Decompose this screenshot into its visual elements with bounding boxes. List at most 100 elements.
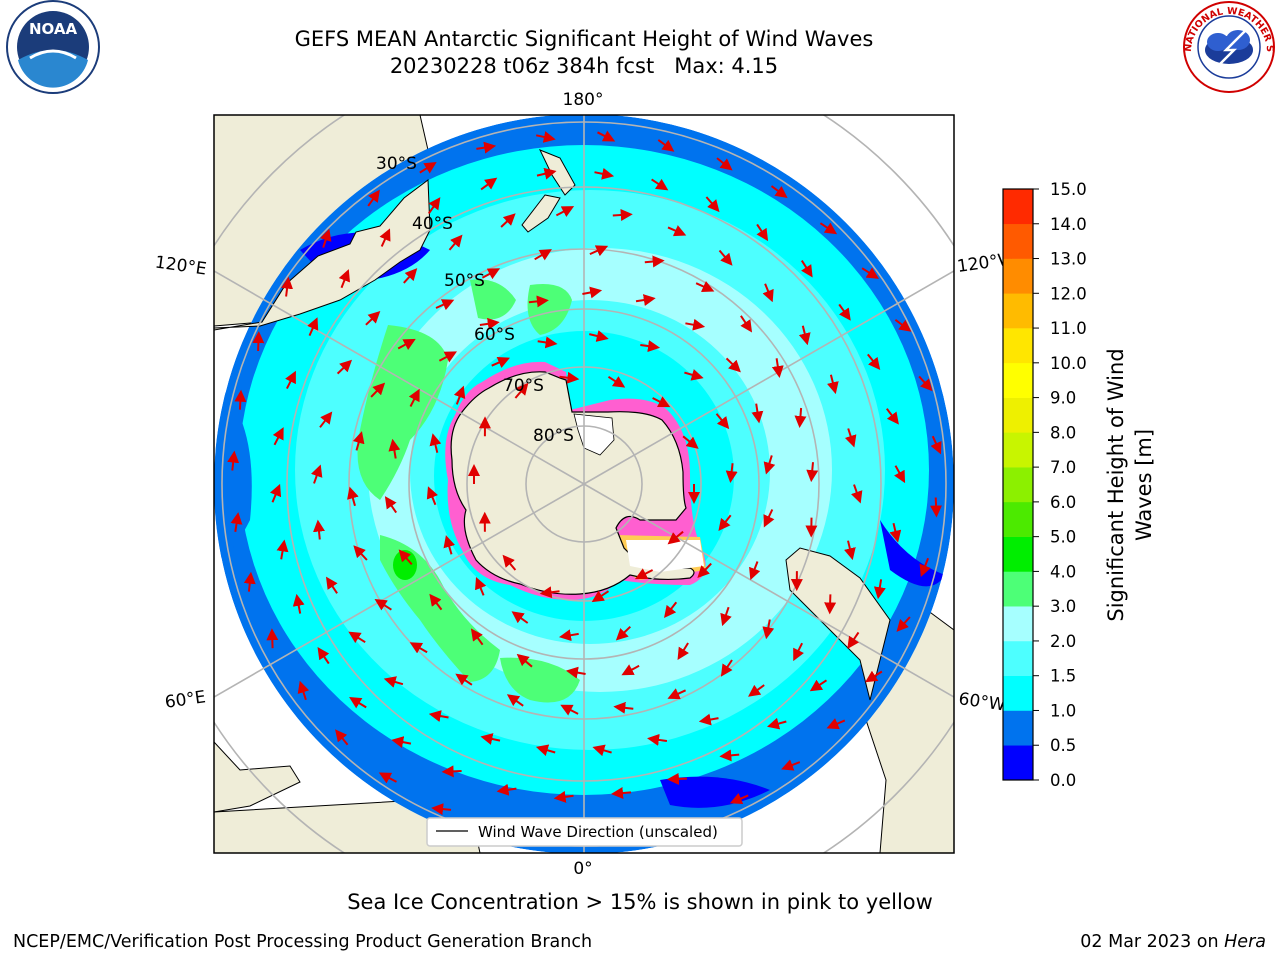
wind-wave-arrow <box>319 411 333 428</box>
wind-wave-arrow <box>347 486 359 507</box>
wind-wave-arrow <box>516 653 533 668</box>
wind-wave-arrow <box>589 330 609 342</box>
wind-wave-arrow <box>763 509 775 528</box>
wind-wave-arrow <box>762 283 774 303</box>
wind-wave-arrow <box>719 749 740 762</box>
wind-wave-arrow <box>725 357 741 373</box>
wind-wave-arrow <box>409 642 428 654</box>
map-title: GEFS MEAN Antarctic Significant Height o… <box>294 27 874 51</box>
colorbar-tick-label: 1.0 <box>1050 701 1076 720</box>
wind-wave-arrow <box>652 396 671 408</box>
wind-wave-arrow <box>428 710 449 722</box>
colorbar-tick-label: 10.0 <box>1050 354 1087 373</box>
wind-wave-arrow <box>431 803 452 816</box>
wind-wave-arrow <box>800 260 813 278</box>
wind-wave-arrow <box>716 157 733 171</box>
wind-wave-arrow <box>667 688 687 700</box>
wind-wave-arrow <box>763 455 776 475</box>
colorbar-swatch <box>1003 397 1033 433</box>
wind-wave-arrow <box>809 679 828 692</box>
colorbar-tick-label: 4.0 <box>1050 562 1076 581</box>
wind-wave-arrow <box>475 576 487 596</box>
lon-label-60e: 60°E <box>164 687 207 712</box>
wind-wave-arrow <box>565 666 586 679</box>
wind-wave-arrow <box>729 793 749 805</box>
wind-wave-arrow <box>886 408 899 425</box>
wind-wave-arrow <box>435 299 455 311</box>
colorbar-swatches <box>1003 189 1033 781</box>
wind-wave-arrow <box>374 598 392 611</box>
wind-wave-arrow <box>718 249 733 266</box>
wind-wave-arrow <box>867 353 881 370</box>
footer-host: Hera <box>1224 932 1266 952</box>
wind-wave-arrow <box>370 382 386 398</box>
wind-wave-arrow <box>767 717 787 730</box>
wind-wave-arrow <box>266 628 279 649</box>
wind-wave-arrow <box>391 736 412 749</box>
wind-wave-arrow <box>419 162 437 174</box>
wind-wave-arrow <box>634 568 654 580</box>
wind-wave-arrow <box>635 294 656 306</box>
wind-wave-arrow <box>313 519 325 540</box>
wind-wave-arrow <box>349 696 367 709</box>
wind-wave-arrow <box>621 664 640 676</box>
colorbar-tick-label: 9.0 <box>1050 389 1076 408</box>
wind-wave-arrow <box>535 131 556 143</box>
colorbar-swatch <box>1003 189 1033 225</box>
wind-wave-arrow <box>685 318 706 331</box>
wind-wave-arrows <box>227 130 943 845</box>
wind-wave-arrow <box>751 403 764 424</box>
wind-wave-arrow <box>720 659 733 677</box>
lat-label-40s: 40°S <box>412 214 453 234</box>
wind-wave-arrow <box>514 382 529 399</box>
wind-wave-arrow <box>715 413 730 430</box>
colorbar-tick-label: 8.0 <box>1050 423 1076 442</box>
wind-wave-arrow <box>338 269 350 289</box>
wind-wave-arrow <box>806 462 819 483</box>
wind-wave-arrow <box>695 281 715 292</box>
colorbar-tick-label: 15.0 <box>1050 180 1087 199</box>
footer-credit: NCEP/EMC/Verification Post Processing Pr… <box>13 932 593 952</box>
wind-wave-arrow <box>325 576 338 594</box>
wind-wave-arrow <box>677 642 689 660</box>
wind-wave-arrow <box>455 673 473 686</box>
wind-wave-arrow <box>367 189 380 207</box>
wind-wave-arrow <box>640 340 661 353</box>
wind-wave-arrow <box>664 601 678 619</box>
wind-wave-arrow <box>269 483 282 503</box>
wind-wave-arrow <box>684 369 704 381</box>
wind-wave-arrow <box>889 522 902 543</box>
colorbar-swatch <box>1003 536 1033 572</box>
wind-wave-arrow <box>720 606 732 627</box>
colorbar-tick-label: 13.0 <box>1050 250 1087 269</box>
wind-wave-arrow <box>615 625 631 641</box>
wind-wave-arrow <box>537 336 558 349</box>
wind-wave-arrow <box>383 676 404 688</box>
map-subtitle: 20230228 t06z 384h fcst Max: 4.15 <box>389 54 779 78</box>
wind-wave-arrow <box>612 208 633 221</box>
wind-wave-arrow <box>379 228 391 247</box>
wind-wave-arrow <box>388 438 401 459</box>
wind-wave-arrow <box>749 561 761 581</box>
wind-wave-arrow <box>397 338 416 350</box>
wind-wave-arrow <box>438 351 457 363</box>
lon-label-0: 0° <box>573 859 592 879</box>
colorbar-frame <box>1002 188 1034 781</box>
wind-wave-arrow <box>919 557 931 577</box>
wind-wave-arrow <box>352 431 365 451</box>
wind-wave-arrow <box>826 718 846 730</box>
wind-wave-arrow <box>613 701 634 714</box>
colorbar-tick-label: 1.5 <box>1050 667 1076 686</box>
legend-label: Wind Wave Direction (unscaled) <box>478 823 718 841</box>
wind-wave-arrow <box>553 790 574 803</box>
colorbar-swatch <box>1003 745 1033 781</box>
colorbar-tick-label: 0.5 <box>1050 736 1076 755</box>
wind-wave-arrow <box>827 374 839 395</box>
colorbar-label-line1: Significant Height of Wind <box>1104 348 1128 621</box>
wind-wave-arrow <box>762 619 775 640</box>
wind-wave-arrow <box>292 593 305 614</box>
wind-wave-arrow <box>480 177 498 191</box>
graticule <box>214 115 954 853</box>
wind-wave-arrow <box>896 616 911 632</box>
colorbar-swatch <box>1003 328 1033 364</box>
